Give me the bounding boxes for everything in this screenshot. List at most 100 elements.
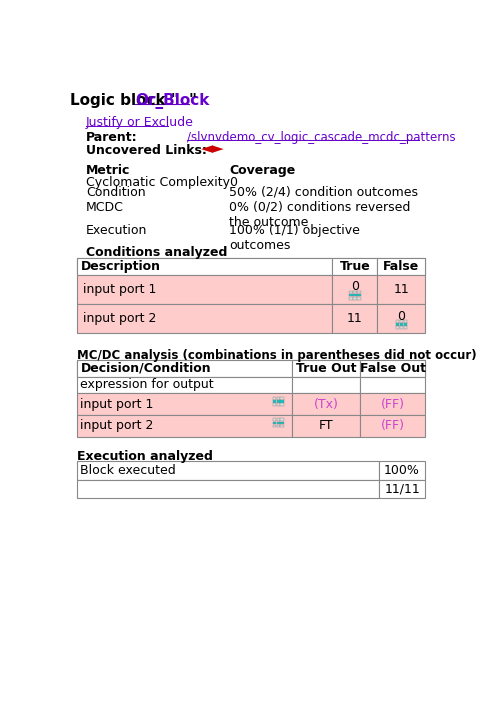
Bar [353,294,357,297]
Bar [400,326,403,328]
Bar [77,258,425,275]
Bar [292,415,360,436]
Bar [404,323,407,326]
Text: Decision/Condition: Decision/Condition [81,362,211,375]
Bar [77,415,292,436]
Bar [332,304,377,334]
Bar [77,304,332,334]
Text: Block executed: Block executed [81,464,176,477]
Bar [379,480,425,498]
Bar [77,376,292,394]
Text: Execution analyzed: Execution analyzed [77,450,212,463]
Bar [377,275,425,304]
Text: 11: 11 [393,283,409,296]
Bar [281,403,284,406]
Text: input port 2: input port 2 [81,419,154,432]
Bar [349,297,353,299]
Bar [277,425,280,427]
Bar [77,480,379,498]
Bar [77,394,292,415]
Bar [277,397,280,399]
Text: Condition: Condition [86,186,145,199]
Bar [292,376,360,394]
Text: 11: 11 [347,312,363,326]
Text: False: False [383,260,419,273]
Text: ": " [189,93,197,108]
Bar [281,425,284,427]
Text: Logic block ": Logic block " [70,93,179,108]
Bar [77,360,425,376]
Bar [357,291,361,294]
Text: 50% (2/4) condition outcomes: 50% (2/4) condition outcomes [229,186,418,199]
Text: 0: 0 [229,175,237,188]
Text: Description: Description [81,260,160,273]
Bar [357,297,361,299]
Bar [273,403,276,406]
Bar [400,323,403,326]
Text: 11/11: 11/11 [384,482,420,495]
Text: input port 1: input port 1 [81,398,154,411]
Text: 100% (1/1) objective
outcomes: 100% (1/1) objective outcomes [229,224,360,252]
Text: 100%: 100% [384,464,420,477]
Bar [353,297,357,299]
Bar [277,418,280,421]
Text: Conditions analyzed: Conditions analyzed [86,247,227,260]
Bar [400,320,403,323]
Text: expression for output: expression for output [81,378,214,392]
Bar [396,323,399,326]
Text: True: True [339,260,370,273]
Text: FT: FT [319,419,334,432]
Bar [353,291,357,294]
Bar [273,400,276,402]
Text: MC/DC analysis (combinations in parentheses did not occur): MC/DC analysis (combinations in parenthe… [77,349,476,362]
Bar [404,320,407,323]
Text: ►: ► [212,141,224,156]
Bar [349,291,353,294]
Text: 0% (0/2) conditions reversed
the outcome: 0% (0/2) conditions reversed the outcome [229,201,411,229]
Bar [377,304,425,334]
Text: Cyclomatic Complexity: Cyclomatic Complexity [86,175,230,188]
Bar [292,360,360,376]
Text: 0: 0 [397,310,405,323]
Bar [349,294,353,297]
Bar [77,461,379,480]
Bar [77,360,292,376]
Bar [404,326,407,328]
Bar [281,418,284,421]
Text: /slvnvdemo_cv_logic_cascade_mcdc_patterns: /slvnvdemo_cv_logic_cascade_mcdc_pattern… [187,131,455,144]
Bar [292,394,360,415]
Bar [277,403,280,406]
Bar [396,320,399,323]
Bar [360,394,425,415]
Text: True Out: True Out [296,362,356,375]
Bar [77,258,332,275]
Text: Coverage: Coverage [229,164,296,177]
Bar [357,294,361,297]
Bar [77,275,332,304]
Bar [281,400,284,402]
Bar [360,376,425,394]
Text: input port 1: input port 1 [83,283,156,296]
Text: Uncovered Links:: Uncovered Links: [86,144,207,157]
Bar [273,418,276,421]
Text: Justify or Exclude: Justify or Exclude [86,116,194,129]
Text: Metric: Metric [86,164,130,177]
Bar [273,421,276,424]
Text: MCDC: MCDC [86,201,124,214]
Text: (Tx): (Tx) [314,398,339,411]
Bar [273,425,276,427]
Bar [332,275,377,304]
Bar [379,461,425,480]
Text: False Out: False Out [360,362,426,375]
Bar [281,421,284,424]
Bar [273,397,276,399]
Bar [277,421,280,424]
Bar [377,258,425,275]
Bar [277,400,280,402]
Text: 0: 0 [351,281,359,294]
Bar [360,415,425,436]
Bar [332,258,377,275]
Bar [360,360,425,376]
Text: ◄: ◄ [200,141,212,156]
Text: Or_Block: Or_Block [135,93,210,109]
